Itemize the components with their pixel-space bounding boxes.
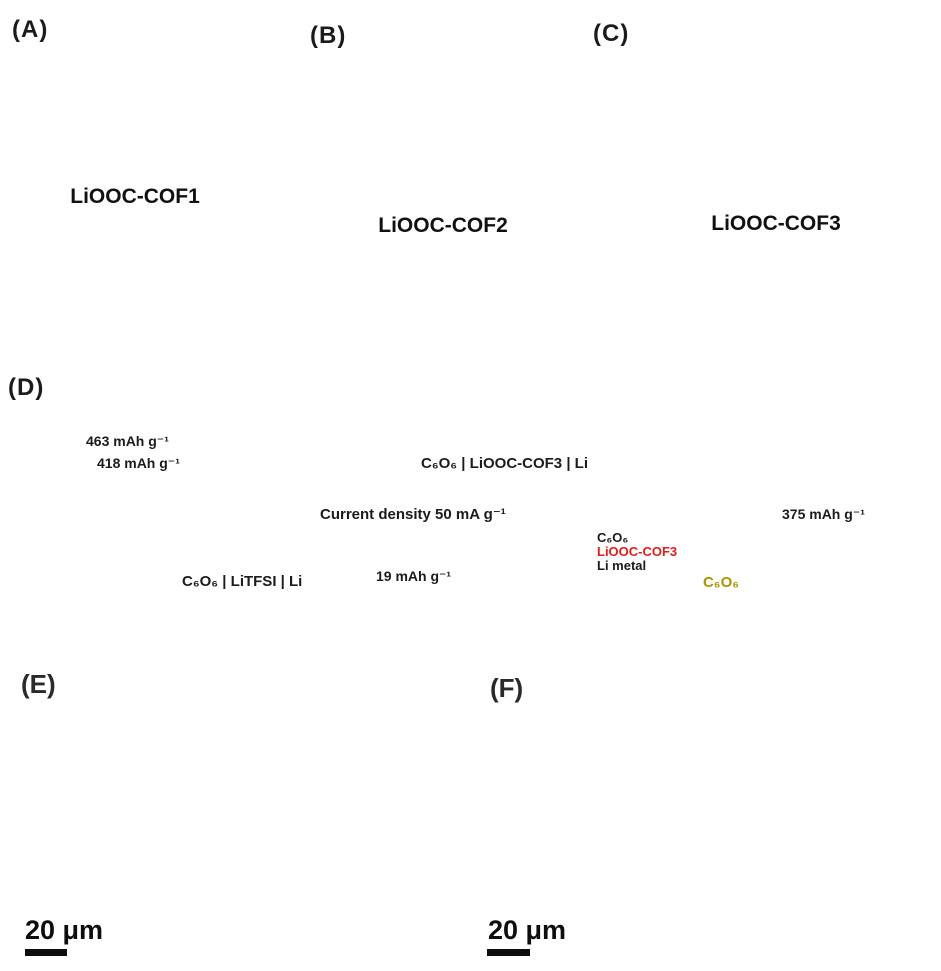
label-litfsi-cell: C₆O₆ | LiTFSI | Li [182,573,303,590]
annotation-19: 19 mAh g⁻¹ [376,568,452,584]
cof1-structure-drawing [0,0,300,345]
chart-canvas [0,345,941,660]
cycling-performance-chart [0,345,941,660]
cof2-name-label: LiOOC-COF2 [378,214,508,237]
stack-label-c6o6: C₆O₆ [597,530,629,545]
stack-label-cof3: LiOOC-COF3 [597,544,678,559]
scalebar-label-e: 20 μm [25,915,104,945]
cof2-structure-drawing [300,0,608,345]
scalebar-label-f: 20 μm [488,915,567,945]
cof1-name-label: LiOOC-COF1 [70,185,200,208]
panel-label-b: (B) [310,22,347,49]
annotation-375: 375 mAh g⁻¹ [782,506,865,522]
scalebar-e [25,949,67,956]
cof2-structure-panel: (B) LiOOC-COF2 [300,0,608,345]
panel-label-e: (E) [21,669,56,699]
label-current-density: Current density 50 mA g⁻¹ [320,506,506,523]
panel-label-f: (F) [490,673,524,703]
cof3-structure-drawing [593,0,941,345]
sem-image-f: (F) 20 μm [478,663,941,971]
cof3-name-label: LiOOC-COF3 [711,212,841,235]
sem-image-e: (E) 20 μm [9,663,468,971]
scalebar-f [487,949,530,956]
annotation-463: 463 mAh g⁻¹ [86,433,169,449]
label-cof3-cell: C₆O₆ | LiOOC-COF3 | Li [421,455,589,472]
molecule-label-c6o6: C₆O₆ [702,574,740,591]
annotation-418: 418 mAh g⁻¹ [97,455,180,471]
cof3-structure-panel: (C) LiOOC-COF3 [593,0,941,345]
cof1-structure-panel: (A) LiOOC-COF1 [0,0,300,345]
panel-label-a: (A) [12,16,49,43]
stack-label-limetal: Li metal [597,558,647,573]
panel-label-c: (C) [593,20,630,47]
panel-label-d: (D) [8,374,45,401]
